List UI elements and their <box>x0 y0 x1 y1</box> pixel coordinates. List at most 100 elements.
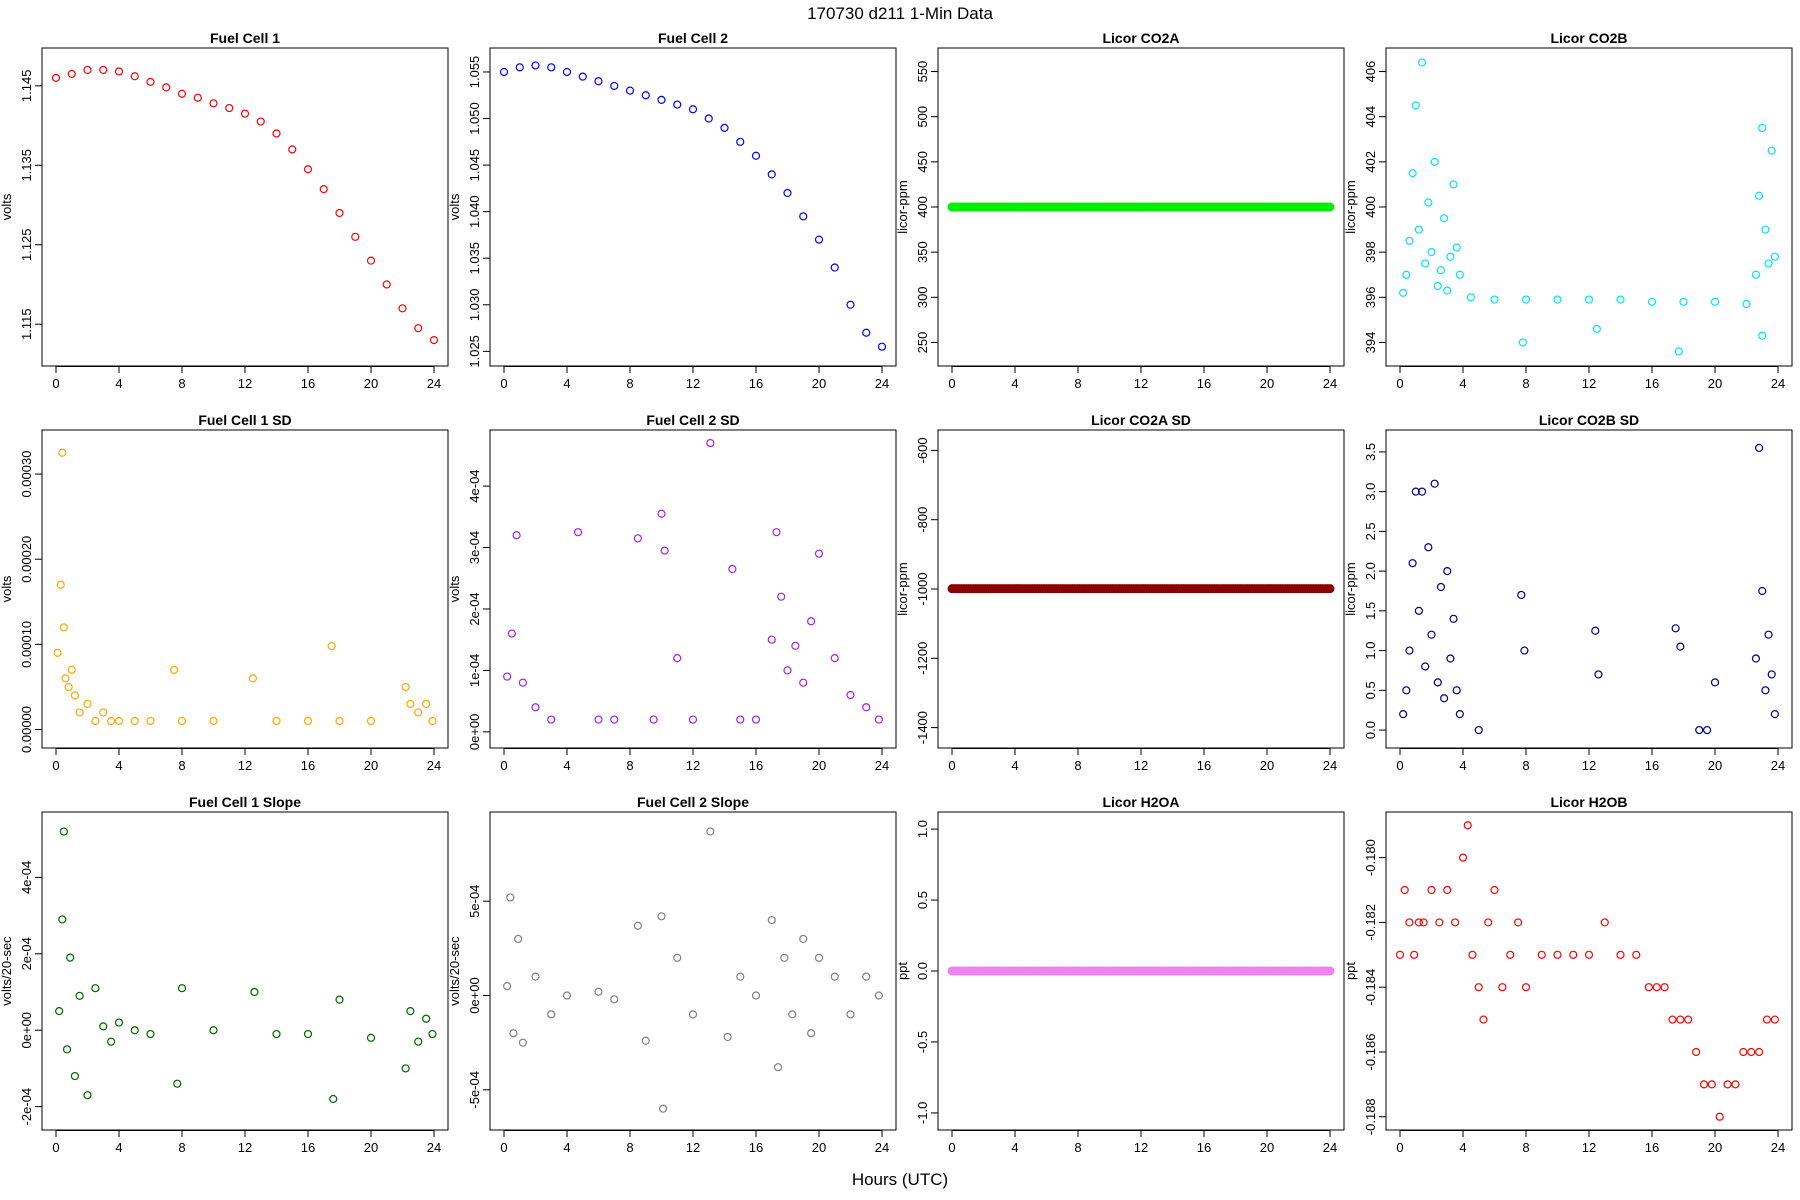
data-point <box>1660 983 1669 992</box>
panel-fc2slope: Fuel Cell 2 Slope 0 4 8 12 16 20 24 -5e-04 0e+00 5… <box>447 794 897 1155</box>
y-tick-label: -0.186 <box>1363 1034 1378 1071</box>
x-tick-label: 16 <box>1645 1140 1659 1155</box>
data-point <box>1695 725 1704 735</box>
data-point <box>1468 950 1477 959</box>
y-tick-label: -800 <box>915 507 930 533</box>
data-point <box>503 981 512 991</box>
data-point <box>1616 950 1625 959</box>
data-point <box>303 716 313 726</box>
data-point <box>1417 487 1427 496</box>
data-point <box>114 1018 124 1027</box>
y-tick-label: 0.5 <box>915 891 930 909</box>
x-tick-label: 4 <box>1459 758 1466 773</box>
data-point <box>1451 918 1460 927</box>
y-tick-label: 1.125 <box>19 228 34 261</box>
x-tick-label: 20 <box>1708 1140 1722 1155</box>
data-point <box>272 716 281 726</box>
panel-fc1sd: Fuel Cell 1 SD 0 4 8 12 16 20 24 0.00000 0.00010 0… <box>0 412 449 773</box>
panel-h2oa: Licor H2OA 0 4 8 12 16 20 24 -1.0 -0.5 0.0 0.5 1.0 pp… <box>895 794 1345 1155</box>
data-point <box>428 1029 437 1039</box>
y-tick-label: 5e-04 <box>467 885 482 918</box>
y-tick-label: 550 <box>915 61 930 83</box>
x-tick-label: 12 <box>1582 1140 1596 1155</box>
data-point <box>531 61 540 70</box>
y-tick-label: 2e-04 <box>467 592 482 625</box>
data-point <box>177 984 187 993</box>
data-point <box>518 678 528 687</box>
data-point <box>777 592 786 601</box>
y-tick-label: 402 <box>1363 151 1378 173</box>
data-point <box>99 708 108 717</box>
data-point <box>1449 180 1458 189</box>
data-point <box>83 1091 92 1100</box>
data-point <box>657 509 666 518</box>
data-point <box>114 67 124 76</box>
x-tick-label: 8 <box>1522 1140 1529 1155</box>
data-point <box>58 448 67 457</box>
data-point <box>1414 918 1424 927</box>
x-tick-label: 24 <box>427 1140 441 1155</box>
data-series <box>947 584 1335 594</box>
panel-fc2sd: Fuel Cell 2 SD 0 4 8 12 16 20 24 0e+00 1e-04 2e-04… <box>447 412 897 773</box>
y-tick-label: 0.00020 <box>19 536 34 583</box>
data-point <box>1758 123 1767 133</box>
data-point <box>209 1026 218 1035</box>
x-tick-label: 8 <box>1074 1140 1081 1155</box>
data-point <box>114 716 124 726</box>
data-point <box>1474 983 1483 992</box>
y-tick-label: 1.055 <box>467 56 482 89</box>
x-tick-label: 16 <box>749 376 763 391</box>
data-point <box>177 716 187 726</box>
data-point <box>1395 950 1405 959</box>
data-point <box>83 65 92 75</box>
data-series <box>947 966 1335 976</box>
data-point <box>414 324 423 333</box>
y-tick-label: -600 <box>915 437 930 463</box>
data-point <box>1537 950 1546 959</box>
x-tick-label: 16 <box>749 1140 763 1155</box>
x-tick-label: 24 <box>1323 376 1337 391</box>
data-point <box>799 212 808 221</box>
data-point <box>507 629 516 638</box>
x-tick-label: 20 <box>364 1140 378 1155</box>
y-tick-label: 1.025 <box>467 335 482 368</box>
data-point <box>91 984 100 993</box>
data-point <box>499 67 509 77</box>
y-axis-label: ppt <box>895 962 910 980</box>
data-point <box>75 991 84 1000</box>
data-point <box>177 89 187 98</box>
data-point <box>830 263 839 272</box>
x-tick-label: 0 <box>1396 376 1403 391</box>
y-tick-label: 400 <box>915 196 930 218</box>
data-point <box>398 304 407 313</box>
y-tick-label: 0.0 <box>1363 721 1378 739</box>
y-tick-label: 3.5 <box>1363 443 1378 461</box>
panel-title: Licor CO2A SD <box>1091 412 1191 428</box>
data-point <box>1676 1015 1685 1024</box>
x-tick-label: 16 <box>1197 1140 1211 1155</box>
x-tick-label: 12 <box>686 376 700 391</box>
data-point <box>1751 654 1761 663</box>
data-series <box>51 65 439 345</box>
data-point <box>1474 725 1483 735</box>
data-point <box>64 682 73 692</box>
x-tick-label: 20 <box>364 758 378 773</box>
data-point <box>1424 198 1433 207</box>
data-point <box>673 654 682 663</box>
data-point <box>1514 918 1523 927</box>
y-tick-label: 2e-04 <box>19 937 34 970</box>
x-tick-label: 0 <box>948 376 955 391</box>
data-point <box>1521 983 1531 992</box>
data-point <box>688 1010 698 1019</box>
data-point <box>1466 293 1475 302</box>
data-point <box>1553 295 1562 304</box>
plot-frame <box>489 429 897 749</box>
y-tick-label: -2e-04 <box>19 1088 34 1126</box>
data-point <box>506 893 515 902</box>
data-point <box>67 69 76 78</box>
data-point <box>366 716 376 726</box>
data-point <box>862 972 871 981</box>
data-point <box>1770 1015 1779 1024</box>
data-point <box>1652 983 1661 992</box>
x-tick-label: 24 <box>427 376 441 391</box>
